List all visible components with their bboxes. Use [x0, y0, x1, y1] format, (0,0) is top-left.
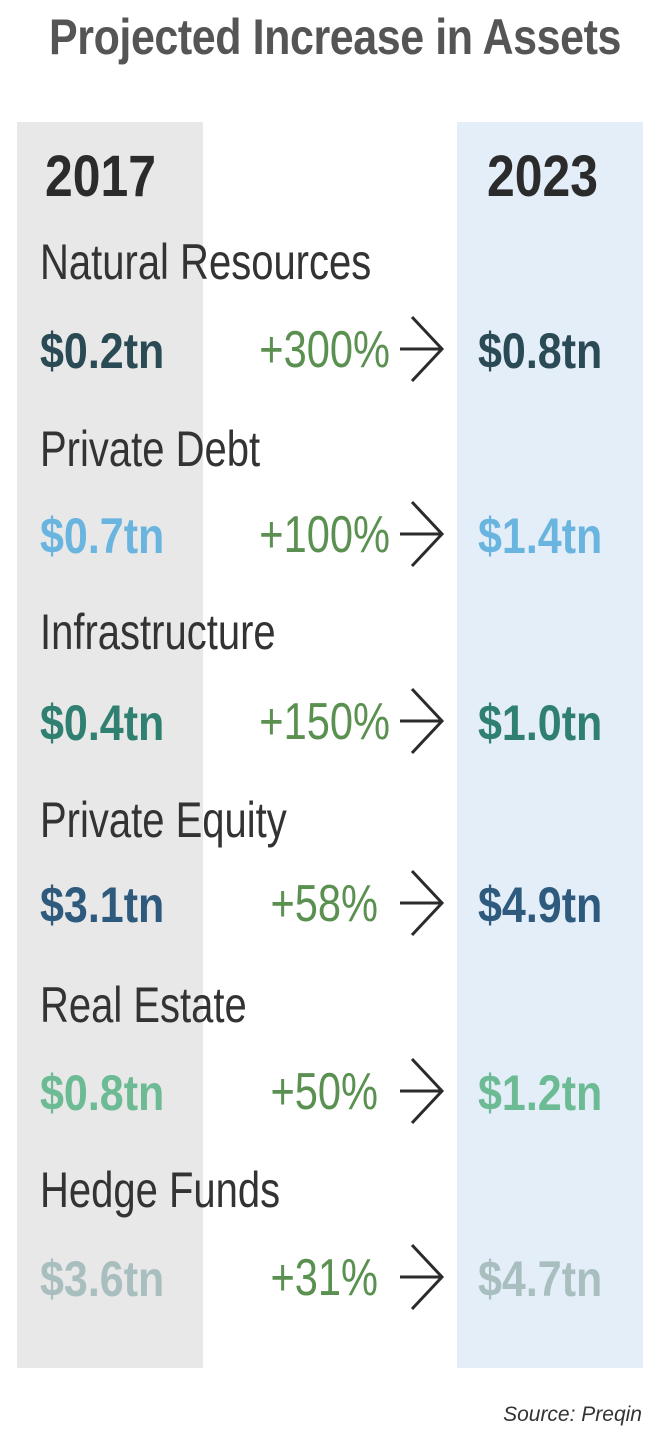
value-2017: $0.8tn — [40, 1065, 165, 1121]
category-label: Hedge Funds — [40, 1162, 281, 1218]
value-2023: $1.2tn — [478, 1065, 603, 1121]
chart-title: Projected Increase in Assets — [49, 9, 621, 65]
category-label: Private Debt — [40, 421, 261, 477]
value-2017: $3.6tn — [40, 1251, 165, 1307]
year-2017-header: 2017 — [45, 144, 156, 209]
category-label: Real Estate — [40, 977, 247, 1033]
arrow-right-icon — [400, 1243, 445, 1311]
change-percent: +58% — [270, 875, 378, 933]
source-note: Source: Preqin — [503, 1403, 642, 1426]
arrow-right-icon — [400, 315, 445, 383]
change-percent: +50% — [270, 1063, 378, 1121]
value-2017: $3.1tn — [40, 877, 165, 933]
value-2017: $0.4tn — [40, 695, 165, 751]
arrow-right-icon — [400, 500, 445, 568]
change-percent: +31% — [270, 1249, 378, 1307]
value-2023: $4.7tn — [478, 1251, 603, 1307]
year-2023-header: 2023 — [487, 144, 598, 209]
change-percent: +150% — [259, 693, 390, 751]
value-2023: $1.4tn — [478, 508, 603, 564]
category-label: Private Equity — [40, 792, 287, 848]
category-label: Infrastructure — [40, 604, 276, 660]
value-2017: $0.2tn — [40, 323, 165, 379]
change-percent: +100% — [259, 506, 390, 564]
category-label: Natural Resources — [40, 234, 372, 290]
arrow-right-icon — [400, 869, 445, 937]
arrow-right-icon — [400, 687, 445, 755]
value-2023: $0.8tn — [478, 323, 603, 379]
column-2017-background — [17, 122, 203, 1368]
arrow-right-icon — [400, 1057, 445, 1125]
value-2023: $1.0tn — [478, 695, 603, 751]
value-2023: $4.9tn — [478, 877, 603, 933]
value-2017: $0.7tn — [40, 508, 165, 564]
change-percent: +300% — [259, 321, 390, 379]
column-2023-background — [457, 122, 643, 1368]
